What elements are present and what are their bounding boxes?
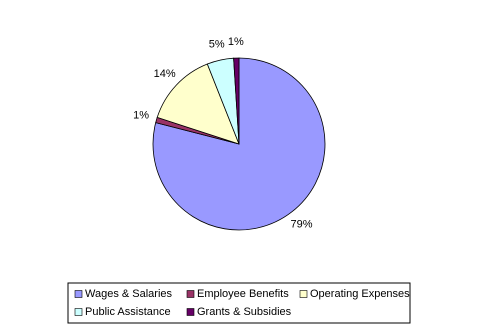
legend-label: Grants & Subsidies [197,306,292,318]
legend-label: Operating Expenses [310,288,410,300]
legend-box [67,282,411,324]
legend-swatch [74,308,83,316]
legend-swatch [186,290,195,298]
data-label: 1% [133,109,149,121]
data-label: 1% [228,36,244,48]
pie-slice [156,63,240,145]
pie-slice [233,57,240,145]
data-label: 5% [209,38,225,50]
legend-swatch [186,308,195,316]
data-label: 14% [154,68,176,80]
legend-swatch [299,290,308,298]
data-label: 79% [291,219,313,231]
pie-slice [152,57,326,231]
legend-swatch [74,290,83,298]
legend-label: Employee Benefits [197,288,289,300]
legend-label: Wages & Salaries [85,288,173,300]
legend-label: Public Assistance [85,306,171,318]
